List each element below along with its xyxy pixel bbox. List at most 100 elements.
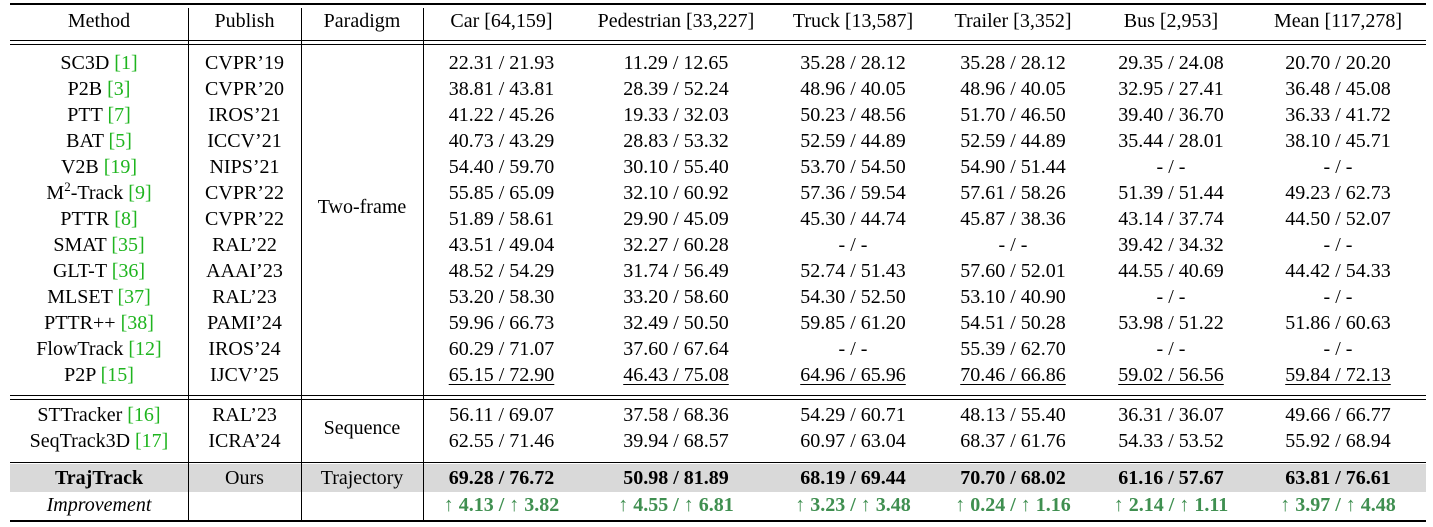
bus-score-value: 39.40 / 36.70	[1118, 104, 1224, 126]
header-method: Method	[67, 10, 131, 32]
citation-link[interactable]: [9]	[128, 182, 152, 204]
truck-score-value: 54.29 / 60.71	[800, 404, 906, 426]
citation-link[interactable]: [1]	[114, 52, 138, 74]
truck-score-value: 54.30 / 52.50	[800, 286, 906, 308]
venue: CVPR’19	[205, 52, 284, 74]
mean-score: 49.66 / 66.77	[1250, 402, 1426, 428]
citation-link[interactable]: [5]	[108, 130, 132, 152]
truck-score: - / -	[772, 336, 934, 362]
pedestrian-score-value: 46.43 / 75.08	[623, 364, 729, 386]
car-score: 43.51 / 49.04	[423, 232, 580, 258]
paradigm-sequence: Sequence	[323, 417, 401, 439]
citation-link[interactable]: [16]	[127, 404, 161, 426]
method-name: V2B [19]	[10, 154, 188, 180]
car-score-value: 54.40 / 59.70	[448, 156, 555, 178]
bus-score: 29.35 / 24.08	[1092, 50, 1250, 76]
pedestrian-score-value: 28.83 / 53.32	[623, 130, 729, 152]
bus-score-value: 36.31 / 36.07	[1118, 404, 1224, 426]
table-row: SeqTrack3D [17] ICRA’24 62.55 / 71.46 39.94…	[10, 428, 1426, 454]
mean-score: 59.84 / 72.13	[1250, 362, 1426, 388]
citation-link[interactable]: [3]	[107, 78, 131, 100]
citation-link[interactable]: [8]	[114, 208, 138, 230]
citation-link[interactable]: [35]	[111, 234, 145, 256]
citation-link[interactable]: [38]	[120, 312, 154, 334]
mean-score-value: 55.92 / 68.94	[1285, 430, 1391, 452]
mean-score: 49.23 / 62.73	[1250, 180, 1426, 206]
header-truck: Truck [13,587]	[792, 10, 914, 32]
car-score: 62.55 / 71.46	[423, 428, 580, 454]
table-row: BAT [5] ICCV’21 40.73 / 43.29 28.83 / 53.32…	[10, 128, 1426, 154]
paradigm-two-frame: Two-frame	[317, 196, 407, 218]
table-row: STTracker [16] RAL’23 56.11 / 69.07 37.58 /…	[10, 402, 1426, 428]
pedestrian-score: 28.83 / 53.32	[580, 128, 772, 154]
car-score: 55.85 / 65.09	[423, 180, 580, 206]
car-score: 56.11 / 69.07	[423, 402, 580, 428]
mean-score: 36.33 / 41.72	[1250, 102, 1426, 128]
mean-score-value: 44.50 / 52.07	[1285, 208, 1391, 230]
mean-score: 44.42 / 54.33	[1250, 258, 1426, 284]
mean-score: 63.81 / 76.61	[1285, 467, 1391, 489]
method-name: MLSET [37]	[10, 284, 188, 310]
truck-score-value: - / -	[838, 338, 868, 360]
truck-score: 45.30 / 44.74	[772, 206, 934, 232]
car-score-value: 59.96 / 66.73	[448, 312, 555, 334]
header-mean: Mean [117,278]	[1273, 10, 1403, 32]
mean-score: 20.70 / 20.20	[1250, 50, 1426, 76]
bus-score-value: 39.42 / 34.32	[1118, 234, 1224, 256]
car-score: 53.20 / 58.30	[423, 284, 580, 310]
venue: ICRA’24	[208, 430, 281, 452]
citation-link[interactable]: [17]	[135, 430, 169, 452]
header-publish: Publish	[214, 10, 275, 32]
method-label: P2B	[67, 78, 103, 100]
mean-score-value: 36.48 / 45.08	[1285, 78, 1391, 100]
citation-link[interactable]: [15]	[100, 364, 134, 386]
venue: CVPR’20	[205, 78, 284, 100]
truck-score-value: 50.23 / 48.56	[800, 104, 906, 126]
trailer-score-value: 48.13 / 55.40	[960, 404, 1066, 426]
citation-link[interactable]: [37]	[117, 286, 151, 308]
truck-score-value: 64.96 / 65.96	[800, 364, 906, 386]
table-row: MLSET [37] RAL’23 53.20 / 58.30 33.20 / 58.…	[10, 284, 1426, 310]
method-label: STTracker	[37, 404, 123, 426]
citation-link[interactable]: [36]	[111, 260, 146, 282]
header-paradigm: Paradigm	[323, 10, 401, 32]
car-improvement: ↑ 4.13 / ↑ 3.82	[443, 494, 560, 516]
bus-score: - / -	[1092, 336, 1250, 362]
pedestrian-score: 19.33 / 32.03	[580, 102, 772, 128]
citation-link[interactable]: [7]	[107, 104, 131, 126]
ours-rule	[10, 462, 1426, 463]
trailer-score: 57.61 / 58.26	[934, 180, 1092, 206]
pedestrian-score-value: 19.33 / 32.03	[623, 104, 729, 126]
car-score-value: 41.22 / 45.26	[448, 104, 555, 126]
truck-score-value: 57.36 / 59.54	[800, 182, 906, 204]
method-label-suffix: -Track	[70, 182, 124, 204]
car-score-value: 43.51 / 49.04	[448, 234, 555, 256]
mean-score: - / -	[1250, 232, 1426, 258]
mean-score-value: - / -	[1323, 286, 1353, 308]
pedestrian-score: 37.60 / 67.64	[580, 336, 772, 362]
bus-score-value: 54.33 / 53.52	[1118, 430, 1224, 452]
bus-score: 39.40 / 36.70	[1092, 102, 1250, 128]
method-label: SMAT	[53, 234, 107, 256]
venue: RAL’23	[212, 286, 277, 308]
citation-link[interactable]: [19]	[103, 156, 138, 178]
pedestrian-score: 11.29 / 12.65	[580, 50, 772, 76]
pedestrian-score: 50.98 / 81.89	[623, 467, 729, 489]
table-row: PTTR++ [38] PAMI’24 59.96 / 66.73 32.49 / 5…	[10, 310, 1426, 336]
header-rule	[10, 40, 1426, 41]
method-label: SeqTrack3D	[29, 430, 131, 452]
mean-score: - / -	[1250, 336, 1426, 362]
mean-score-value: 59.84 / 72.13	[1285, 364, 1391, 386]
paradigm-trajectory: Trajectory	[320, 467, 404, 489]
trailer-score: 51.70 / 46.50	[934, 102, 1092, 128]
trailer-score: 48.13 / 55.40	[934, 402, 1092, 428]
table-row: GLT-T [36] AAAI’23 48.52 / 54.29 31.74 / 56…	[10, 258, 1426, 284]
pedestrian-score-value: 30.10 / 55.40	[623, 156, 729, 178]
pedestrian-score: 30.10 / 55.40	[580, 154, 772, 180]
trailer-score: 57.60 / 52.01	[934, 258, 1092, 284]
col-sep-paradigm	[423, 8, 424, 520]
venue: CVPR’22	[205, 182, 284, 204]
citation-link[interactable]: [12]	[128, 338, 162, 360]
pedestrian-score-value: 32.10 / 60.92	[623, 182, 729, 204]
trailer-score-value: - / -	[998, 234, 1028, 256]
